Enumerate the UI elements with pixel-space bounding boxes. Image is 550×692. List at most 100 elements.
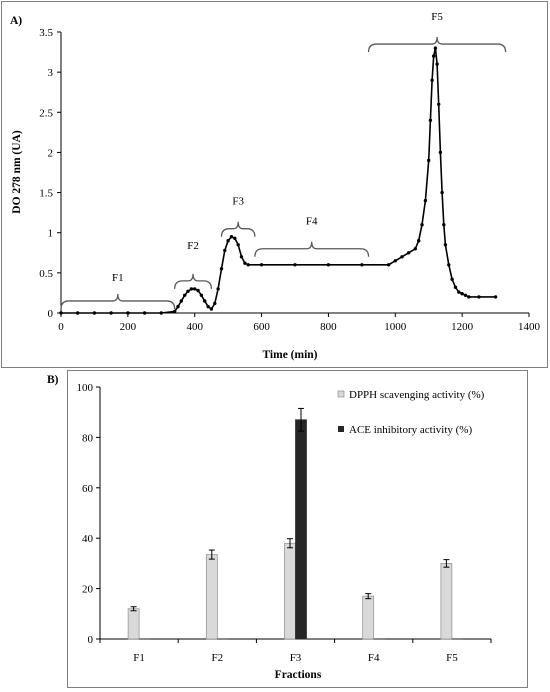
trace-point	[435, 62, 439, 66]
legend-swatch-ace	[338, 426, 344, 432]
fraction-label: F4	[306, 216, 318, 228]
bar-dpph	[284, 542, 296, 640]
y-tick-label: 0.5	[39, 268, 53, 280]
trace-point	[437, 102, 441, 107]
trace-point	[407, 251, 411, 255]
trace-point	[450, 277, 454, 281]
trace-point	[233, 236, 237, 240]
y-tick-label: 20	[82, 584, 94, 596]
trace-point	[259, 263, 264, 267]
trace-point	[463, 293, 468, 297]
trace-point	[183, 293, 187, 297]
trace-point	[109, 311, 113, 315]
trace-point	[293, 263, 297, 267]
trace-point	[196, 288, 200, 293]
y-tick-label: 80	[82, 432, 94, 444]
y-tick-label: 2.5	[39, 107, 53, 119]
trace-point	[243, 261, 247, 265]
trace-point	[209, 307, 214, 311]
trace-point	[433, 46, 438, 50]
trace-point	[92, 311, 97, 315]
y-tick-label: 3.5	[39, 27, 53, 39]
trace-point	[493, 295, 498, 299]
trace-point	[417, 239, 421, 243]
trace-point	[442, 223, 446, 227]
trace-point	[186, 289, 190, 293]
y-tick-label: 0	[48, 308, 54, 320]
fraction-label: F5	[431, 11, 443, 23]
trace-point	[430, 78, 434, 82]
trace-point	[206, 304, 210, 309]
x-tick-label: 1200	[451, 321, 474, 333]
trace-point	[223, 248, 227, 253]
y-tick-label: 40	[82, 533, 94, 545]
fraction-brace	[220, 221, 256, 237]
trace-point	[199, 293, 204, 297]
x-tick-label: 0	[58, 321, 64, 333]
trace-point	[460, 292, 464, 296]
trace-point	[393, 259, 397, 263]
bar-dpph	[440, 563, 453, 640]
trace-point	[400, 255, 404, 259]
panel-b: B) 0 20 40 60 80 100 F1 F2 F3 F4 F5 DPPH scavengin…	[47, 370, 528, 688]
fraction-brace	[174, 273, 213, 289]
trace-point	[432, 54, 436, 58]
trace-point	[193, 287, 197, 291]
panel-a: A) 0 0.5 1 1.5 2 2.5 3 3.5 0 200 400 600 800 1000 1200…	[1, 1, 548, 368]
panel-b-label: B)	[47, 374, 59, 386]
trace-point	[189, 287, 194, 291]
trace-point	[176, 304, 180, 309]
panel-b-plot-area	[127, 407, 464, 640]
trace-point	[443, 243, 448, 247]
trace-point	[386, 263, 391, 267]
fraction-brace	[367, 37, 507, 53]
fraction-label: F1	[112, 272, 124, 284]
fraction-label: F3	[232, 196, 244, 208]
legend-label-ace: ACE inhibitory activity (%)	[349, 424, 472, 436]
trace-point	[59, 311, 63, 315]
trace-point	[239, 255, 244, 259]
bar-dpph	[362, 595, 375, 640]
trace-point	[246, 263, 250, 267]
trace-point	[413, 247, 417, 251]
panel-a-x-axis-title: Time (min)	[262, 349, 317, 361]
panel-a-frame	[1, 1, 548, 368]
x-tick-label: F2	[211, 652, 223, 664]
trace-point	[142, 311, 147, 315]
x-tick-label: F5	[446, 652, 458, 664]
y-tick-label: 60	[82, 483, 94, 495]
trace-point	[326, 263, 331, 267]
trace-point	[447, 263, 451, 267]
trace-point	[216, 287, 220, 291]
y-tick-label: 1.5	[39, 188, 53, 200]
trace-point	[203, 299, 207, 303]
x-tick-label: 200	[120, 321, 137, 333]
trace-point	[440, 190, 444, 195]
y-tick-label: 0	[88, 634, 94, 646]
trace-point	[236, 243, 240, 247]
bar-dpph	[205, 554, 218, 640]
trace-point	[457, 290, 461, 294]
x-tick-label: F1	[133, 652, 145, 664]
trace-point	[428, 118, 433, 123]
trace-point	[159, 311, 163, 315]
x-tick-label: 600	[253, 321, 270, 333]
trace-point	[438, 150, 443, 155]
panel-a-plot-area	[59, 46, 498, 315]
trace-point	[126, 311, 130, 315]
panel-a-label: A)	[10, 15, 22, 27]
y-tick-label: 3	[48, 67, 54, 79]
bar-dpph	[127, 608, 140, 640]
x-tick-label: 400	[186, 321, 203, 333]
y-tick-label: 2	[48, 147, 54, 159]
trace-point	[173, 309, 177, 314]
trace-point	[179, 299, 183, 303]
trace-point	[420, 223, 424, 227]
panel-a-y-axis-title: DO 278 nm (UA)	[11, 130, 23, 214]
trace-point	[213, 301, 217, 306]
trace-point	[360, 263, 364, 267]
trace-point	[477, 295, 481, 299]
x-tick-label: 1400	[518, 321, 541, 333]
x-tick-label: F3	[290, 652, 302, 664]
